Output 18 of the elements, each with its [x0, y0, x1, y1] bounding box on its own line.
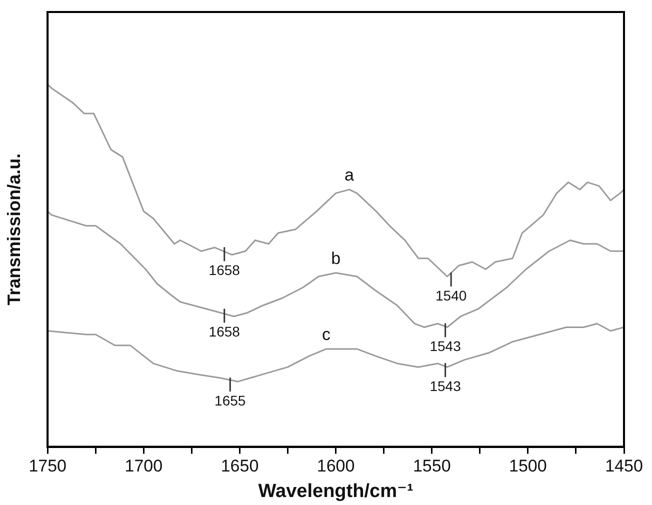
series-label: c	[322, 325, 331, 344]
annotation: 1658	[208, 262, 240, 278]
annotation: 1540	[436, 287, 467, 304]
x-axis-title: Wavelength/cm⁻¹	[258, 480, 414, 502]
x-tick-label: 1750	[28, 456, 67, 476]
annotation: 1658	[208, 324, 240, 340]
annotation: 1543	[430, 378, 462, 394]
annotation: 1543	[430, 338, 462, 354]
x-tick-label: 1500	[509, 456, 547, 476]
x-tick-label: 1700	[124, 456, 163, 476]
x-tick-label: 1550	[412, 456, 451, 476]
x-tick-label: 1650	[220, 456, 259, 476]
x-tick-label: 1600	[316, 456, 355, 476]
annotation: 1655	[214, 392, 246, 408]
series-label: b	[331, 249, 341, 268]
x-tick-label: 1450	[605, 456, 643, 476]
y-axis-title: Transmission/a.u.	[4, 153, 24, 306]
series-label: a	[344, 166, 355, 185]
